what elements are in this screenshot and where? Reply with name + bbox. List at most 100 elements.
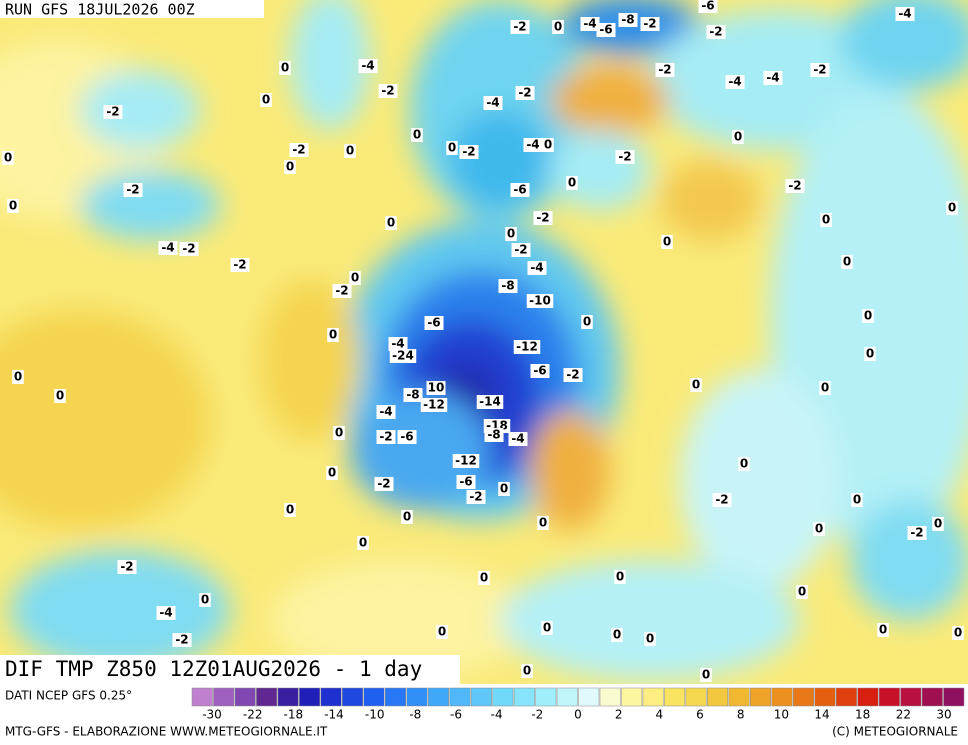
contour-label: -6 xyxy=(701,0,714,13)
contour-label-box xyxy=(541,621,553,635)
contour-label: -14 xyxy=(479,395,501,409)
contour-label-box xyxy=(615,150,635,164)
contour-label-box xyxy=(533,211,553,225)
contour-label: 0 xyxy=(583,315,591,329)
contour-label: 0 xyxy=(948,201,956,215)
contour-label-box xyxy=(796,585,808,599)
contour-label-box xyxy=(690,378,702,392)
contour-label-box xyxy=(537,516,549,530)
contour-label: 0 xyxy=(413,128,421,142)
contour-label-box xyxy=(946,201,958,215)
contour-label-box xyxy=(436,625,448,639)
contour-label: 0 xyxy=(934,517,942,531)
contour-label-box xyxy=(484,428,504,442)
colorbar-tick-label: -2 xyxy=(531,708,543,722)
contour-label: -4 xyxy=(530,261,543,275)
colorbar: -30 -22 -18 -14 -10 -8 -6 -4 -2 0 2 4 6 8 10 14 18 22 30 xyxy=(191,687,965,722)
colorbar-swatch xyxy=(578,687,600,707)
contour-label: -4 xyxy=(728,75,741,89)
colorbar-swatch xyxy=(685,687,707,707)
contour-label: -2 xyxy=(513,20,526,34)
contour-label-box xyxy=(420,398,448,412)
contour-label-box xyxy=(614,570,626,584)
colorbar-swatch xyxy=(449,687,471,707)
contour-label-box xyxy=(357,536,369,550)
contour-label-box xyxy=(498,482,510,496)
contour-label: 0 xyxy=(798,585,806,599)
contour-label: 0 xyxy=(14,370,22,384)
contour-label: -2 xyxy=(658,63,671,77)
contour-label-box xyxy=(907,526,927,540)
contour-label: -4 xyxy=(898,7,911,21)
contour-label-box xyxy=(618,13,638,27)
contour-label-box xyxy=(426,381,446,395)
colorbar-swatch xyxy=(900,687,922,707)
contour-label-box xyxy=(813,522,825,536)
contour-label-box xyxy=(284,160,296,174)
colorbar-swatch xyxy=(213,687,235,707)
contour-label-box xyxy=(158,241,178,255)
contour-label-box xyxy=(563,368,583,382)
contour-label-box xyxy=(385,216,397,230)
colorbar-tick-label: -6 xyxy=(450,708,462,722)
credit-label: MTG-GFS - ELABORAZIONE WWW.METEOGIORNALE… xyxy=(5,725,328,739)
colorbar-swatch xyxy=(299,687,321,707)
contour-label-box xyxy=(230,258,250,272)
colorbar-swatch xyxy=(750,687,771,707)
contour-label-box xyxy=(289,143,309,157)
contour-label-box xyxy=(738,457,750,471)
contour-label-box xyxy=(179,242,199,256)
contour-label: -12 xyxy=(455,454,477,468)
contour-label: -2 xyxy=(292,143,305,157)
contour-label-box xyxy=(530,364,550,378)
colorbar-swatch xyxy=(728,687,750,707)
contour-label: -4 xyxy=(161,241,174,255)
contour-label: -12 xyxy=(423,398,445,412)
colorbar-swatch xyxy=(535,687,557,707)
colorbar-swatch xyxy=(556,687,578,707)
colorbar-swatch xyxy=(342,687,364,707)
colorbar-swatch xyxy=(234,687,256,707)
colorbar-tick-label: -10 xyxy=(365,708,385,722)
colorbar-swatch xyxy=(599,687,621,707)
contour-label: 0 xyxy=(500,482,508,496)
contour-label-box xyxy=(515,86,535,100)
contour-label: -2 xyxy=(709,25,722,39)
contour-label-box xyxy=(655,63,675,77)
title-box xyxy=(0,655,460,685)
contour-label: 0 xyxy=(335,426,343,440)
contour-label-box xyxy=(644,632,656,646)
contour-label-box xyxy=(498,279,518,293)
contour-label: 0 xyxy=(616,570,624,584)
contour-label: 0 xyxy=(554,20,562,34)
colorbar-swatch xyxy=(792,687,814,707)
contour-label: -2 xyxy=(910,526,923,540)
colorbar-swatch xyxy=(320,687,342,707)
contour-label: -2 xyxy=(381,84,394,98)
contour-label: -6 xyxy=(533,364,546,378)
colorbar-swatch xyxy=(771,687,793,707)
contour-label: 0 xyxy=(359,536,367,550)
colorbar-swatch xyxy=(664,687,686,707)
contour-label-box xyxy=(376,405,396,419)
contour-label-box xyxy=(12,370,24,384)
contour-label: 0 xyxy=(328,466,336,480)
colorbar-swatch xyxy=(277,687,299,707)
contour-label-box xyxy=(932,517,944,531)
contour-label: 0 xyxy=(286,160,294,174)
contour-label: 0 xyxy=(507,227,515,241)
contour-label-box xyxy=(527,261,547,275)
colorbar-tick-label: 22 xyxy=(896,708,911,722)
colorbar-swatch xyxy=(492,687,514,707)
colorbar-swatch xyxy=(385,687,406,707)
contour-label: -6 xyxy=(513,183,526,197)
colorbar-swatch xyxy=(363,687,385,707)
contour-label: 0 xyxy=(480,571,488,585)
contour-label: 0 xyxy=(646,632,654,646)
contour-label-box xyxy=(349,271,361,285)
colorbar-swatch xyxy=(878,687,900,707)
contour-label-box xyxy=(333,426,345,440)
contour-label: -4 xyxy=(391,337,404,351)
contour-label: -4 xyxy=(159,606,172,620)
